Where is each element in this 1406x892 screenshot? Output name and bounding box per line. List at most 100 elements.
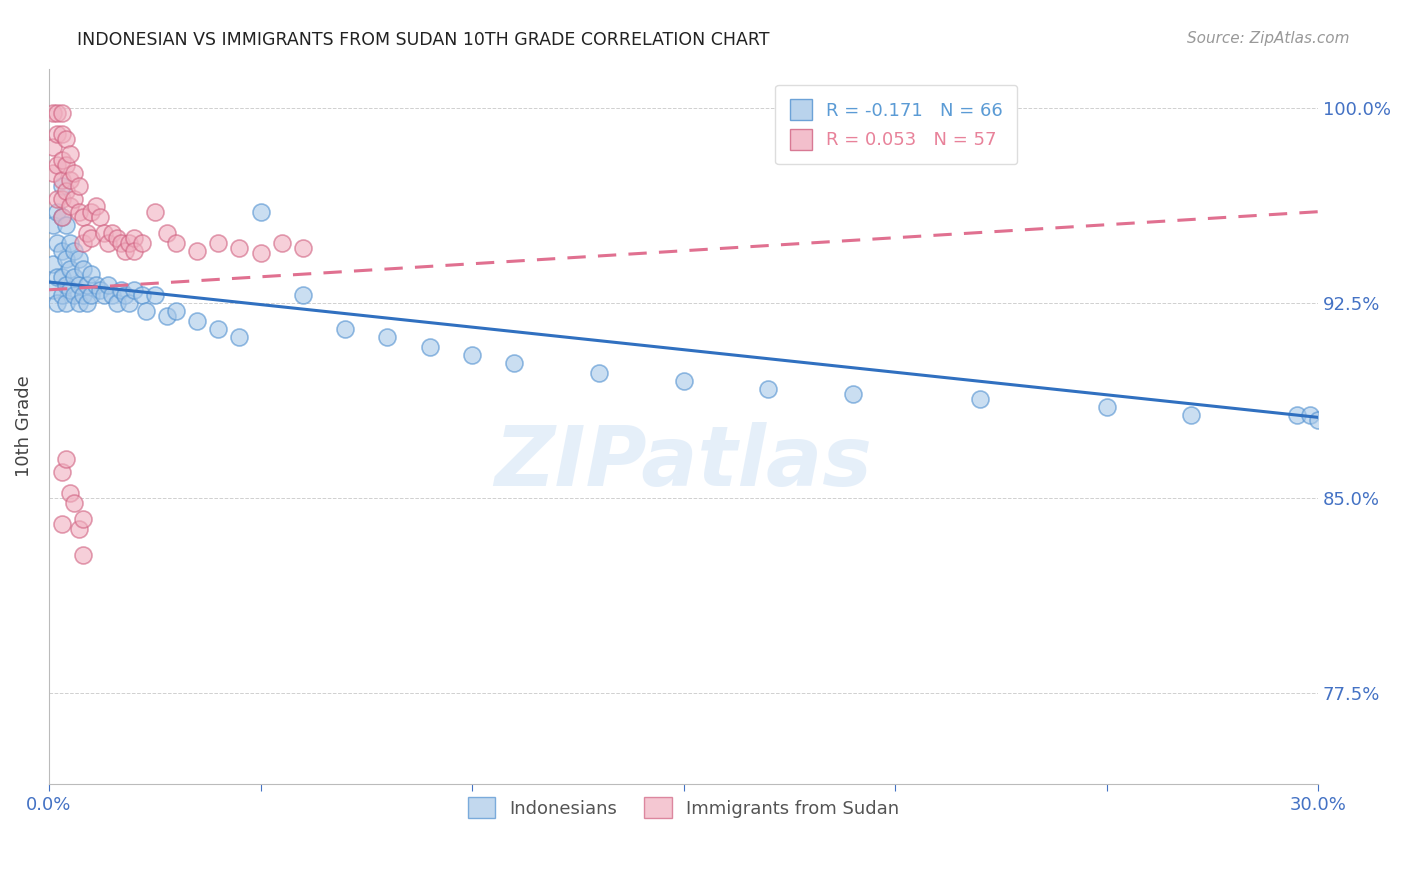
Point bbox=[135, 303, 157, 318]
Point bbox=[143, 204, 166, 219]
Point bbox=[67, 252, 90, 266]
Point bbox=[63, 496, 86, 510]
Point bbox=[46, 105, 69, 120]
Point bbox=[72, 210, 94, 224]
Point bbox=[59, 262, 82, 277]
Point bbox=[42, 283, 65, 297]
Point bbox=[76, 226, 98, 240]
Point bbox=[1298, 408, 1320, 422]
Point bbox=[756, 382, 779, 396]
Point bbox=[207, 235, 229, 250]
Point bbox=[51, 127, 73, 141]
Point bbox=[59, 283, 82, 297]
Point bbox=[291, 288, 314, 302]
Point bbox=[89, 283, 111, 297]
Point bbox=[42, 166, 65, 180]
Point bbox=[55, 295, 77, 310]
Point bbox=[131, 288, 153, 302]
Point bbox=[46, 158, 69, 172]
Point bbox=[419, 340, 441, 354]
Point bbox=[80, 267, 103, 281]
Point bbox=[143, 288, 166, 302]
Point bbox=[270, 235, 292, 250]
Point bbox=[84, 199, 107, 213]
Point bbox=[51, 244, 73, 258]
Point bbox=[63, 192, 86, 206]
Point bbox=[55, 452, 77, 467]
Point bbox=[72, 235, 94, 250]
Point bbox=[114, 288, 136, 302]
Point bbox=[156, 309, 179, 323]
Text: INDONESIAN VS IMMIGRANTS FROM SUDAN 10TH GRADE CORRELATION CHART: INDONESIAN VS IMMIGRANTS FROM SUDAN 10TH… bbox=[77, 31, 770, 49]
Point bbox=[42, 139, 65, 153]
Point bbox=[1095, 400, 1118, 414]
Point bbox=[51, 465, 73, 479]
Point bbox=[228, 329, 250, 343]
Point bbox=[461, 348, 484, 362]
Point bbox=[110, 235, 132, 250]
Point bbox=[93, 288, 115, 302]
Point bbox=[93, 226, 115, 240]
Point bbox=[72, 512, 94, 526]
Point bbox=[55, 184, 77, 198]
Point bbox=[55, 252, 77, 266]
Point bbox=[76, 295, 98, 310]
Y-axis label: 10th Grade: 10th Grade bbox=[15, 376, 32, 477]
Point bbox=[72, 549, 94, 563]
Point bbox=[63, 166, 86, 180]
Point bbox=[1285, 408, 1308, 422]
Point bbox=[51, 192, 73, 206]
Point bbox=[46, 192, 69, 206]
Point bbox=[51, 105, 73, 120]
Point bbox=[114, 244, 136, 258]
Point bbox=[131, 235, 153, 250]
Point bbox=[118, 235, 141, 250]
Point bbox=[186, 314, 208, 328]
Point bbox=[59, 173, 82, 187]
Point bbox=[101, 226, 124, 240]
Point bbox=[42, 105, 65, 120]
Point bbox=[842, 387, 865, 401]
Point bbox=[59, 147, 82, 161]
Point bbox=[186, 244, 208, 258]
Point bbox=[46, 235, 69, 250]
Point bbox=[59, 486, 82, 500]
Point bbox=[97, 277, 120, 292]
Point bbox=[105, 295, 128, 310]
Point bbox=[377, 329, 399, 343]
Point bbox=[42, 257, 65, 271]
Point bbox=[80, 288, 103, 302]
Point bbox=[503, 356, 526, 370]
Point bbox=[67, 204, 90, 219]
Point bbox=[51, 153, 73, 167]
Point bbox=[72, 288, 94, 302]
Point bbox=[672, 374, 695, 388]
Point bbox=[51, 173, 73, 187]
Point bbox=[51, 517, 73, 532]
Point bbox=[46, 204, 69, 219]
Point bbox=[46, 269, 69, 284]
Point bbox=[1180, 408, 1202, 422]
Point bbox=[89, 210, 111, 224]
Point bbox=[969, 392, 991, 406]
Point bbox=[105, 231, 128, 245]
Point bbox=[110, 283, 132, 297]
Point bbox=[67, 178, 90, 193]
Point bbox=[67, 277, 90, 292]
Point bbox=[76, 277, 98, 292]
Legend: Indonesians, Immigrants from Sudan: Indonesians, Immigrants from Sudan bbox=[461, 790, 907, 825]
Point bbox=[55, 277, 77, 292]
Point bbox=[55, 132, 77, 146]
Point bbox=[51, 210, 73, 224]
Point bbox=[51, 288, 73, 302]
Point bbox=[588, 366, 610, 380]
Point bbox=[122, 244, 145, 258]
Point bbox=[1308, 413, 1330, 427]
Point bbox=[291, 241, 314, 255]
Point bbox=[228, 241, 250, 255]
Point bbox=[118, 295, 141, 310]
Point bbox=[122, 283, 145, 297]
Point bbox=[42, 218, 65, 232]
Point bbox=[80, 204, 103, 219]
Point bbox=[165, 235, 187, 250]
